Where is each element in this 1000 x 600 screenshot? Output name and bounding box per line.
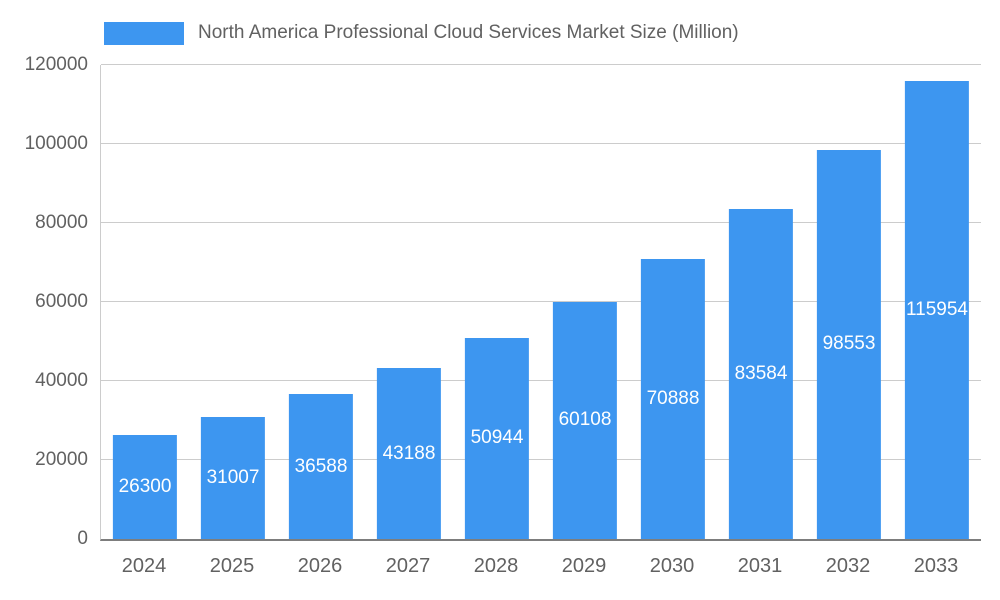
legend: North America Professional Cloud Service… [104,20,739,46]
y-tick-label: 0 [77,528,88,549]
bar-value-label: 98553 [822,333,876,355]
bar-2027: 43188 [376,368,442,539]
bar-value-label: 31007 [206,466,260,488]
bar-value-label: 43188 [382,442,436,464]
bar-value-label: 60108 [558,409,612,431]
x-tick-label: 2026 [297,555,343,577]
bar-value-label: 83584 [734,362,788,384]
bar-slot: 115954 [893,65,981,539]
bar-2031: 83584 [728,208,794,539]
x-tick-label: 2032 [825,555,871,577]
chart-area: 0 20000 40000 60000 80000 100000 120000 26300 3… [0,44,1000,600]
bar-2032: 98553 [816,149,882,539]
y-tick-label: 100000 [24,133,88,154]
bar-slot: 36588 [277,65,365,539]
bar-value-label: 115954 [905,298,968,320]
bar-slot: 43188 [365,65,453,539]
x-tick-label: 2028 [473,555,519,577]
bar-2033: 115954 [904,80,970,539]
bar-value-label: 36588 [294,455,348,477]
bar-2024: 26300 [112,435,178,539]
y-tick-label: 80000 [35,212,88,233]
bar-value-label: 70888 [646,388,700,409]
bar-slot: 31007 [189,65,277,539]
bar-slot: 50944 [453,65,541,539]
x-tick-label: 2030 [649,555,695,577]
gridline [101,143,981,144]
x-axis: 2024 2025 2026 2027 2028 2029 2030 2031 2032 2033 [100,555,980,578]
gridline [101,222,981,224]
bar-slot: 98553 [805,65,893,539]
x-tick-label: 2033 [913,555,959,577]
legend-swatch [104,21,184,45]
bar-2026: 36588 [288,394,354,539]
x-tick-label: 2025 [209,555,255,577]
bar-value-label: 50944 [470,427,524,449]
x-tick-label: 2031 [737,555,783,577]
y-tick-label: 20000 [35,449,88,470]
bar-slot: 70888 [629,65,717,539]
bar-slot: 83584 [717,65,805,539]
bar-2025: 31007 [200,416,266,539]
plot-area: 26300 31007 36588 43188 50944 60108 70888 83584… [100,64,981,541]
gridline [101,380,981,382]
x-tick-label: 2024 [121,555,167,577]
gridline [101,301,981,302]
y-tick-label: 40000 [35,370,88,391]
bar-2030: 70888 [640,259,706,539]
bar-2028: 50944 [464,337,530,539]
gridline [101,64,981,65]
gridline [101,459,981,461]
bar-2029: 60108 [552,301,618,539]
y-tick-label: 120000 [24,54,88,75]
x-tick-label: 2027 [385,555,431,577]
bar-slot: 26300 [101,65,189,539]
y-tick-label: 60000 [35,291,88,312]
legend-title: North America Professional Cloud Service… [198,22,739,43]
bar-slot: 60108 [541,65,629,539]
bar-series: 26300 31007 36588 43188 50944 60108 70888 83584… [101,65,981,539]
bar-value-label: 26300 [118,476,172,498]
x-tick-label: 2029 [561,555,607,577]
